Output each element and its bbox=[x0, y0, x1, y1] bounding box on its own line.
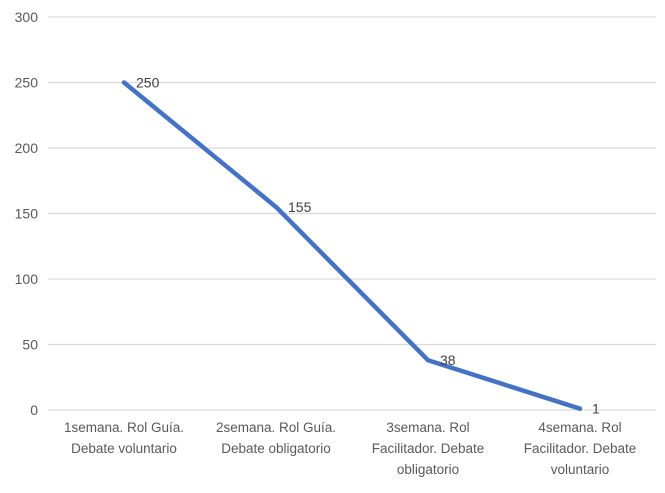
x-axis-category-label: 4semana. Rol Facilitador. Debate voluntari… bbox=[524, 420, 637, 477]
x-axis-category-label: 3semana. Rol Facilitador. Debate obligator… bbox=[372, 420, 485, 477]
data-point-label: 38 bbox=[440, 352, 456, 368]
y-axis-tick-label: 200 bbox=[15, 140, 39, 156]
x-axis-category-label: 1semana. Rol Guía. Debate voluntario bbox=[64, 420, 184, 456]
y-axis-tick-label: 0 bbox=[30, 402, 38, 418]
y-axis-tick-label: 250 bbox=[15, 75, 39, 91]
data-point-label: 250 bbox=[136, 75, 160, 91]
y-axis-tick-label: 50 bbox=[22, 337, 38, 353]
data-point-label: 155 bbox=[288, 199, 312, 215]
y-axis-tick-label: 300 bbox=[15, 9, 39, 25]
y-axis-tick-label: 150 bbox=[15, 206, 39, 222]
data-point-label: 1 bbox=[592, 401, 600, 417]
data-series-line bbox=[121, 80, 583, 411]
y-axis-tick-label: 100 bbox=[15, 271, 39, 287]
x-axis-category-label: 2semana. Rol Guía. Debate obligatorio bbox=[216, 420, 336, 456]
